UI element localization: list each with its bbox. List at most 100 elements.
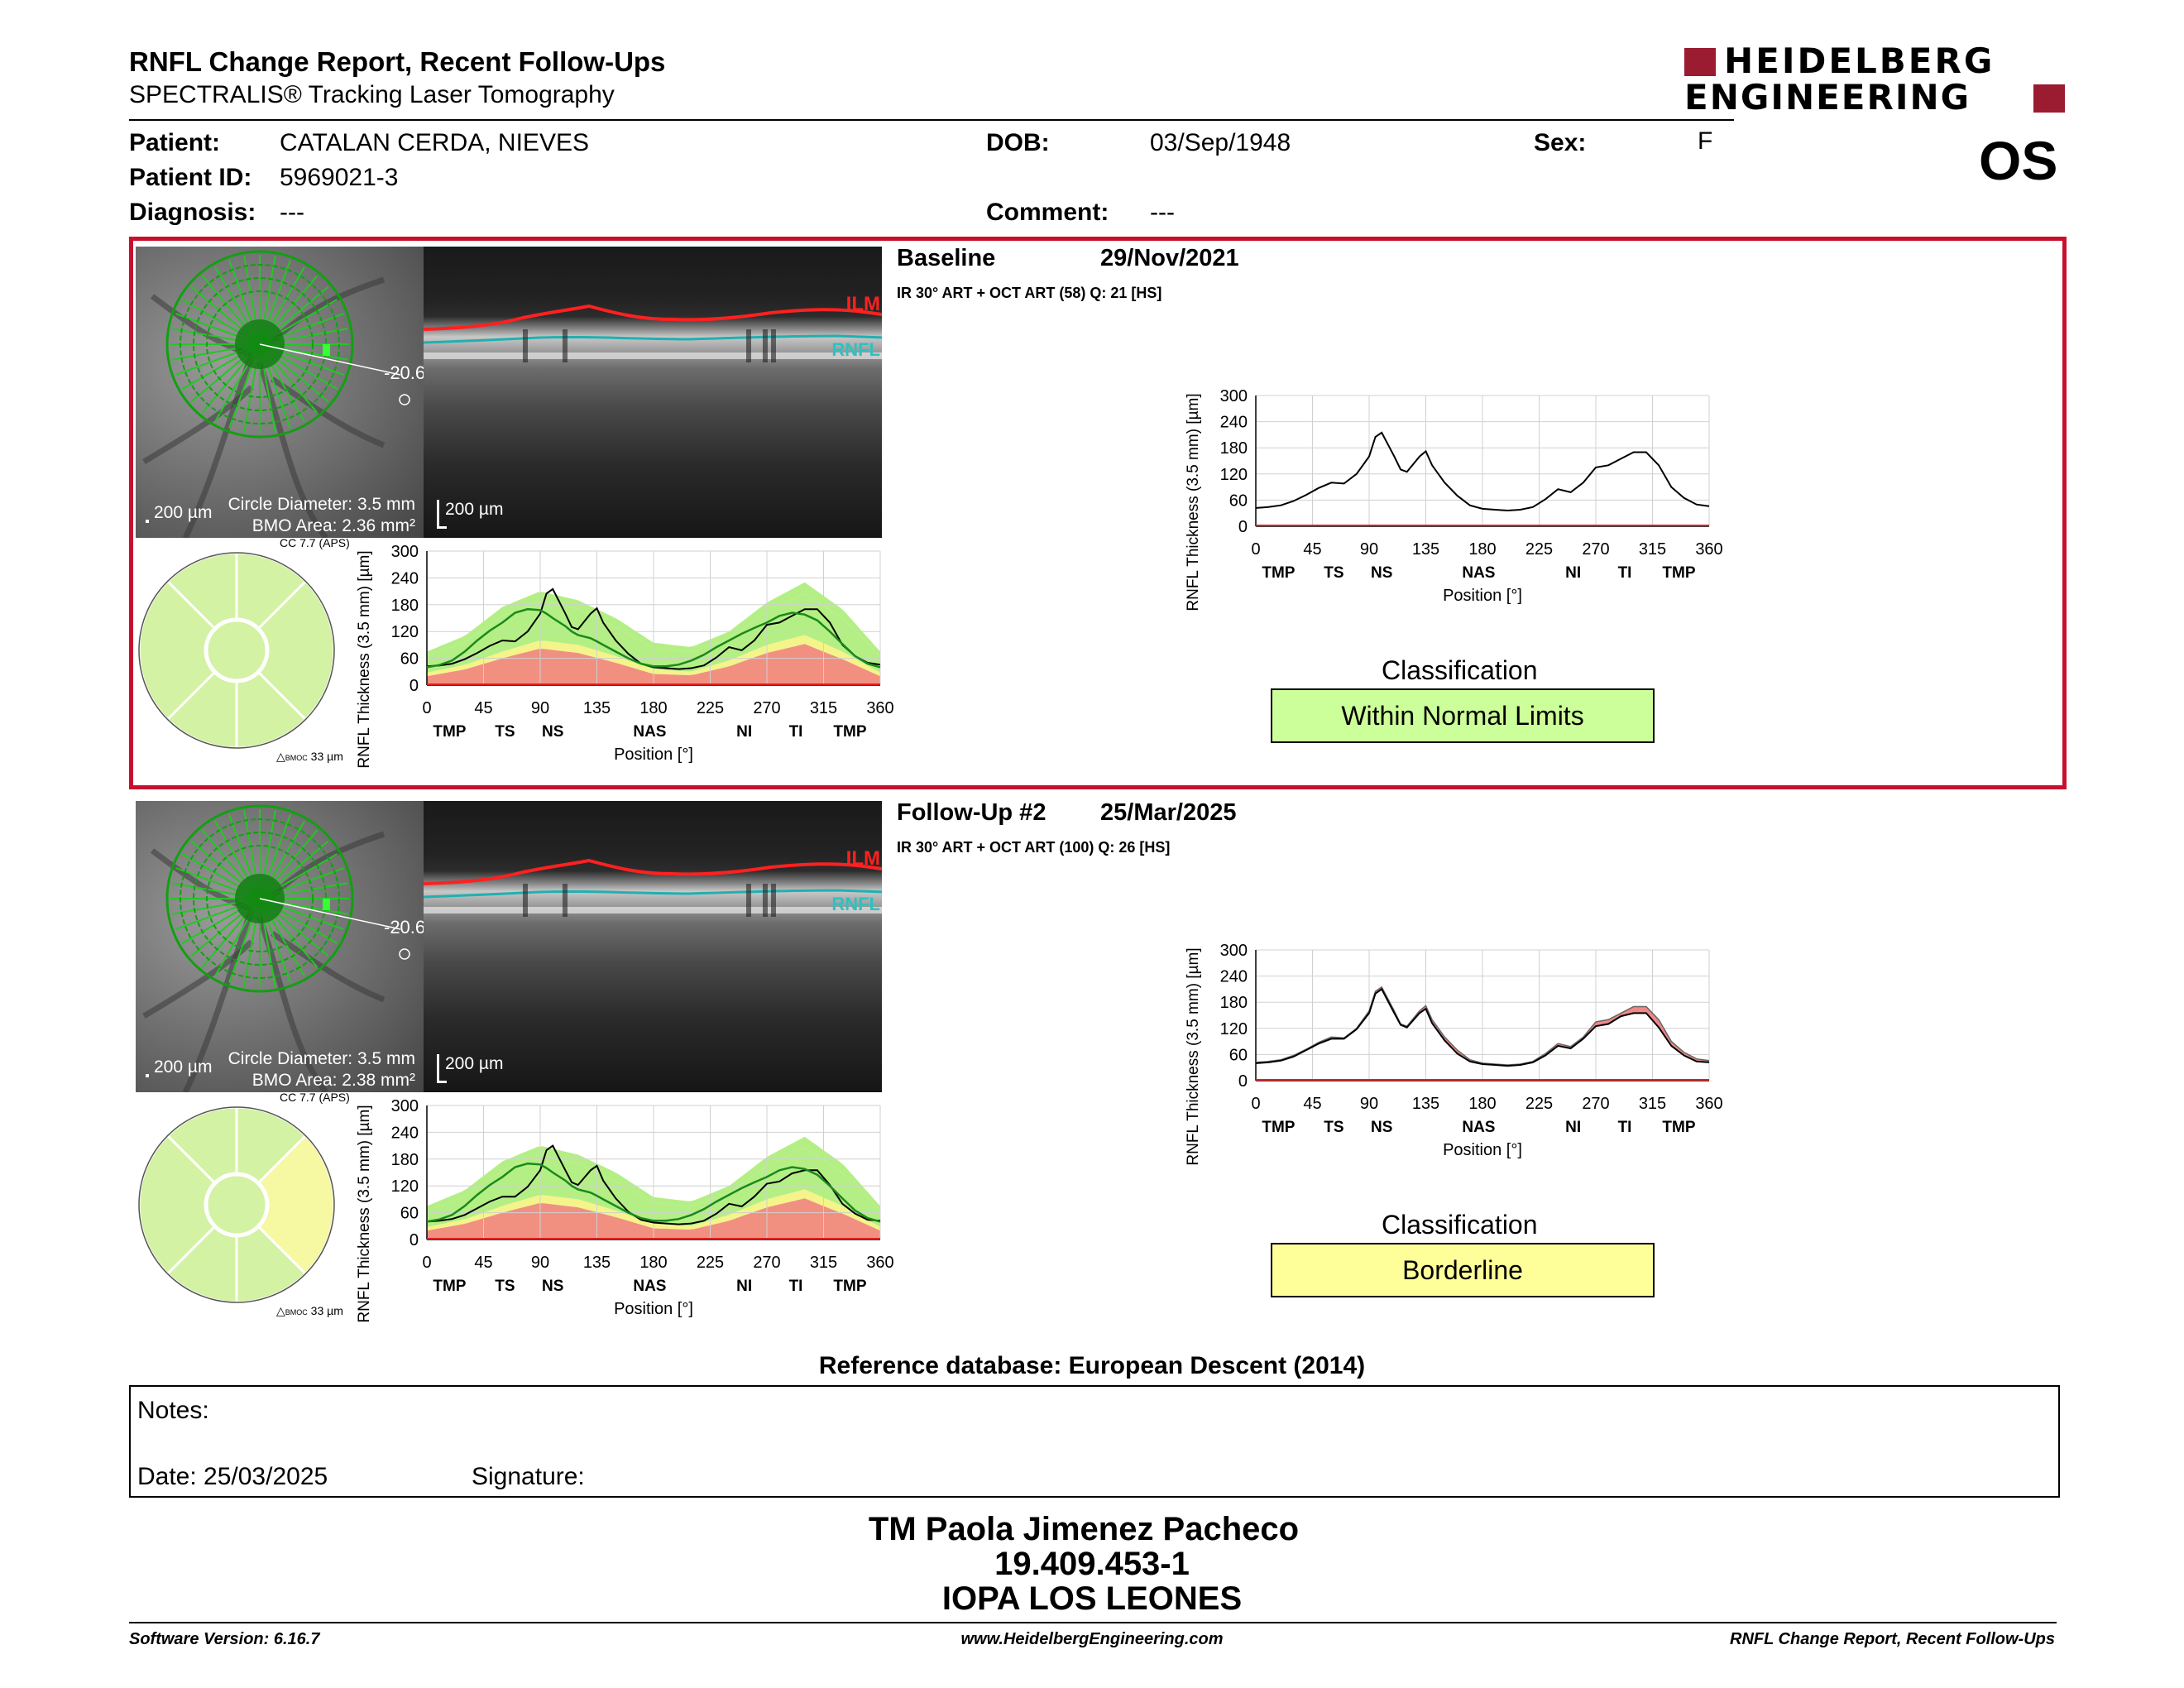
vessel-shadow (746, 884, 751, 917)
sector-thickness-diagram: NS163(99%)TS104(8%)N68(16%)G92(27%)T56(6… (137, 551, 336, 750)
x-tick-label: 90 (1360, 540, 1378, 559)
diagnosis-label: Diagnosis: (129, 199, 256, 226)
sector-axis-label: TMP (1662, 564, 1695, 582)
fundus-overlay (142, 250, 410, 538)
sector-outline (138, 552, 335, 749)
scan-circle (206, 845, 314, 952)
bmo-area: BMO Area: 2.38 mm² (251, 1071, 415, 1090)
sector-axis-label: NI (736, 723, 752, 741)
classification-result: Within Normal Limits (1271, 688, 1655, 743)
cc-value: CC 7.7 (APS) (280, 1091, 350, 1104)
bscan-overlay (424, 304, 882, 362)
sector-axis-label: TMP (433, 1278, 466, 1295)
x-tick-label: 90 (531, 1254, 549, 1272)
rpe-band (424, 352, 882, 359)
series-line-0 (426, 587, 881, 670)
vessel-shadow (523, 329, 528, 362)
angle-line (259, 898, 401, 930)
sector-axis-label: NI (736, 1278, 752, 1295)
dob-value: 03/Sep/1948 (1150, 129, 1291, 156)
y-axis-title: RNFL Thickness (3.5 mm) [µm] (1185, 947, 1202, 1165)
heidelberg-logo: HEIDELBERG ENGINEERING (1684, 43, 2065, 117)
fundus-image: -20.6 200 µm Circle Diameter: 3.5 mm BMO Ar… (136, 247, 424, 538)
series-line-0 (1255, 431, 1710, 512)
large-thickness-chart: 0 45 90 135 180 225 270 315 360 0 60 120 180 240 300 TM… (1185, 942, 1723, 1166)
x-tick-label: 45 (474, 1254, 492, 1272)
scan-info: IR 30° ART + OCT ART (100) Q: 26 [HS] (897, 839, 1171, 856)
x-tick-label: 360 (866, 1254, 893, 1272)
x-tick-label: 135 (583, 699, 611, 717)
vessel-shadow (763, 884, 768, 917)
y-tick-label: 120 (1220, 466, 1248, 484)
bscan-scale-label: 200 µm (445, 1054, 504, 1073)
vessel-shadow (771, 884, 776, 917)
y-tick-label: 180 (391, 1151, 419, 1169)
sector-axis-label: NAS (633, 1278, 666, 1295)
fundus-angle: -20.6 (384, 917, 424, 938)
report-subtitle: SPECTRALIS® Tracking Laser Tomography (129, 81, 615, 108)
bscan-scale-label: 200 µm (445, 500, 504, 519)
x-tick-label: 45 (1303, 1095, 1321, 1113)
report-name-footer: RNFL Change Report, Recent Follow-Ups (1730, 1630, 2055, 1648)
exam-date: 29/Nov/2021 (1100, 245, 1239, 271)
sector-axis-label: TMP (833, 723, 866, 741)
series-line-1 (1255, 987, 1710, 1067)
bscan-scale-bar (437, 1054, 439, 1082)
y-tick-label: 180 (1220, 439, 1248, 458)
exam-date: 25/Mar/2025 (1100, 799, 1237, 826)
x-tick-label: 90 (1360, 1095, 1378, 1113)
series-line-0 (1255, 985, 1710, 1066)
rnfl-label: RNFL (831, 339, 880, 360)
x-tick-label: 225 (1525, 540, 1553, 559)
x-tick-label: 360 (866, 699, 893, 717)
fundus-scale-label: 200 µm (154, 1057, 213, 1077)
series-line-1 (426, 607, 881, 669)
x-tick-label: 225 (1525, 1095, 1553, 1113)
patient-id-label: Patient ID: (129, 164, 252, 191)
baseline-highlight-frame (129, 237, 2067, 789)
website: www.HeidelbergEngineering.com (960, 1630, 1224, 1648)
circle-diameter: Circle Diameter: 3.5 mm (228, 1049, 415, 1068)
scan-start-marker (323, 899, 330, 910)
x-tick-label: 45 (474, 699, 492, 717)
y-axis-title: RNFL Thickness (3.5 mm) [µm] (1185, 393, 1202, 611)
vessel (142, 385, 254, 465)
oct-bscan: ILM RNFL 200 µm (424, 801, 882, 1092)
comment-label: Comment: (986, 199, 1109, 226)
angle-line (259, 343, 401, 376)
exam-label: Baseline (897, 245, 996, 271)
y-tick-label: 300 (391, 1097, 419, 1115)
rpe-band (424, 907, 882, 914)
x-tick-label: 315 (810, 1254, 837, 1272)
x-tick-label: 0 (1251, 540, 1260, 559)
x-tick-label: 315 (810, 699, 837, 717)
classification-result: Borderline (1271, 1243, 1655, 1297)
y-tick-label: 300 (1220, 387, 1248, 405)
y-tick-label: 60 (1229, 1046, 1248, 1064)
series-line-1 (426, 1162, 881, 1223)
eye-indicator: OS (1979, 130, 2058, 191)
notes-label: Notes: (137, 1397, 209, 1424)
sector-axis-label: TS (1324, 1119, 1343, 1136)
sector-axis-label: TS (495, 1278, 515, 1295)
logo-red-block (1684, 48, 1716, 76)
x-tick-label: 180 (1468, 540, 1496, 559)
sector-axis-label: NAS (1462, 1119, 1495, 1136)
y-axis-title: RNFL Thickness (3.5 mm) [µm] (356, 550, 373, 768)
x-tick-label: 0 (422, 1254, 431, 1272)
bscan-scale-bar (437, 500, 439, 528)
comment-value: --- (1150, 199, 1175, 226)
sector-axis-label: TMP (433, 723, 466, 741)
y-tick-label: 60 (1229, 492, 1248, 510)
sector-axis-label: NS (542, 1278, 563, 1295)
rnfl-line (424, 889, 882, 899)
exam-label: Follow-Up #2 (897, 799, 1046, 826)
fundus-overlay (142, 804, 410, 1092)
vessel-shadow (746, 329, 751, 362)
x-tick-label: 225 (697, 1254, 724, 1272)
scan-circle (206, 290, 314, 398)
y-tick-label: 60 (400, 1205, 419, 1223)
ilm-line (424, 304, 882, 331)
x-tick-label: 315 (1639, 1095, 1666, 1113)
logo-red-block-2 (2033, 84, 2065, 113)
